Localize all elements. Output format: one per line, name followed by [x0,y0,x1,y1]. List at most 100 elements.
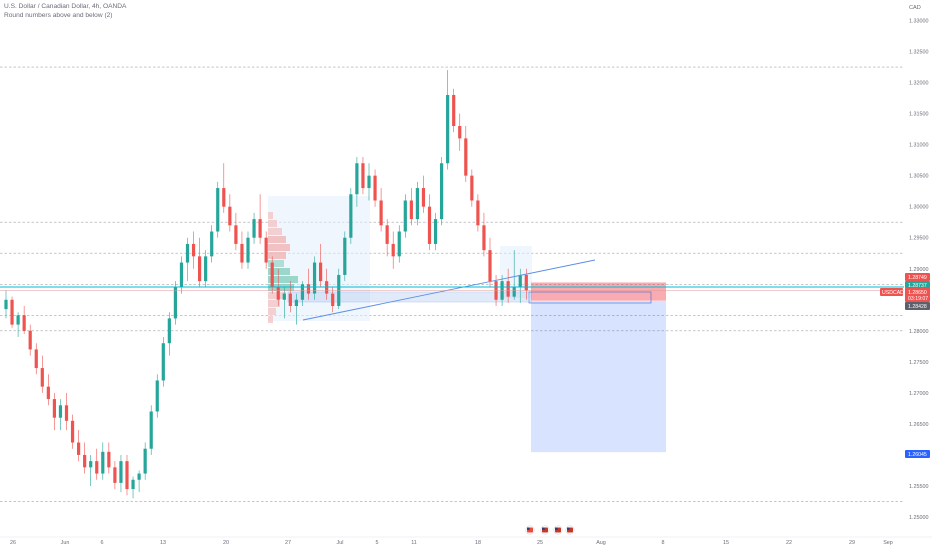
current-price-label: 1.28650 [908,290,927,296]
candle-body [58,405,63,418]
candle-body [191,243,196,257]
candle-body [119,461,123,483]
time-tick-label: 29 [849,540,855,546]
currency-label: CAD [909,5,921,11]
candle-body [83,454,87,468]
candle-body [264,237,268,263]
price-tick-label: 1.25500 [909,484,929,490]
symbol-tag [880,288,903,296]
drawing-zones-layer[interactable] [268,196,666,453]
volume-profile-bar [268,236,286,243]
candle-body [34,349,38,369]
indicator-title[interactable]: Round numbers above and below (2) [4,12,113,19]
time-tick-label: 13 [160,540,166,546]
trendline[interactable] [302,259,596,321]
volume-profile-bar [268,300,280,307]
candle-body [10,299,14,325]
entry-box[interactable] [528,291,652,304]
candle-body [252,219,256,238]
price-tick-label: 1.29000 [909,267,929,273]
candle-body [512,287,516,297]
support-rectangle[interactable] [287,291,532,303]
candle-body [403,200,407,232]
candle-body [446,94,450,164]
economic-event-icon[interactable] [525,525,535,535]
flag-canton [542,527,545,530]
price-tick-label: 1.31000 [909,143,929,149]
target-price-tag-label: 1.26045 [908,452,927,458]
candle-body [379,200,383,226]
price-tick-label: 1.31500 [909,112,929,118]
candle-body [300,284,305,300]
price-tick-label: 1.27000 [909,391,929,397]
candle-body [77,442,81,455]
target-price-tag [905,450,930,458]
candle-body [355,163,359,195]
economic-event-icon[interactable] [540,525,550,535]
symbol-title[interactable]: U.S. Dollar / Canadian Dollar, 4h, OANDA [4,3,127,10]
time-tick-label: Jul [337,540,344,546]
economic-events-layer[interactable] [525,525,575,535]
candle-body [452,94,456,127]
time-tick-label: 22 [786,540,792,546]
take-profit-zone[interactable] [531,300,666,453]
economic-event-icon[interactable] [565,525,575,535]
candle-body [270,262,274,288]
candles-layer [4,70,528,499]
time-tick-label: 15 [723,540,729,546]
candle-body [506,281,510,297]
chart-legend: U.S. Dollar / Canadian Dollar, 4h, OANDA… [4,2,126,20]
candle-body [234,225,238,244]
volume-profile-bar [268,268,290,275]
volume-profile-bar [268,220,277,227]
candle-body [161,343,165,381]
volume-profile-bar [268,276,298,283]
volume-profile-bar [268,244,290,251]
symbol-tag-label: USDCAD [882,290,904,296]
candle-body [16,315,20,325]
candle-body [488,250,492,282]
candle-body [107,451,111,468]
price-tick-label: 1.32500 [909,50,929,56]
price-tick-label: 1.30000 [909,205,929,211]
stop-price-tag-label: 1.28428 [908,304,927,310]
countdown-label: 03:19:07 [908,296,928,302]
price-tick-label: 1.30500 [909,174,929,180]
candle-body [95,461,99,474]
time-tick-label: 6 [101,540,104,546]
candle-body [125,461,129,490]
candle-body [440,163,444,220]
volume-profile-bar [268,316,273,323]
candle-body [204,256,208,282]
price-tick-label: 1.33000 [909,19,929,25]
flag-canton [567,527,570,530]
grid-layer [0,66,904,502]
candle-body [282,293,286,300]
time-tick-label: 27 [285,540,291,546]
time-tick-label: 18 [475,540,481,546]
candle-body [276,287,280,300]
economic-event-icon[interactable] [553,525,563,535]
candle-body [361,163,365,189]
candle-body [415,188,419,220]
last-price-tag-label: 1.28737 [908,283,927,289]
candle-body [343,237,347,275]
candle-body [464,138,468,176]
candle-body [246,237,250,263]
time-axis-layer: 26 Jun 6 13 20 27 Jul 5 11 18 25 Aug 8 15 22 29 Sep [0,536,932,546]
candle-body [216,188,220,232]
candle-body [131,479,135,490]
price-tick-label: 1.27500 [909,360,929,366]
candle-body [46,386,50,400]
volume-profile-bar [268,252,286,259]
time-tick-label: 25 [537,540,543,546]
candle-body [40,368,44,387]
drawing-lines-layer[interactable] [0,259,904,321]
price-tick-label: 1.32000 [909,81,929,87]
last-price-tag [905,281,930,289]
stop-loss-zone[interactable] [531,282,666,301]
